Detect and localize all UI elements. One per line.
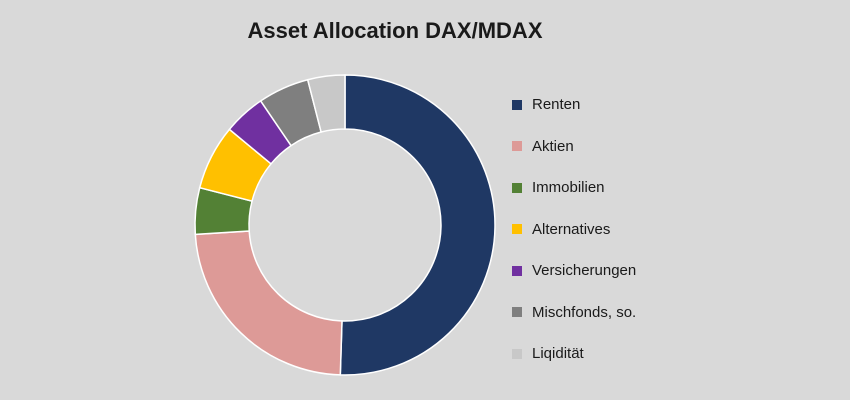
- legend-item: Mischfonds, so.: [512, 292, 636, 334]
- legend-label: Alternatives: [532, 220, 611, 238]
- donut-slice-liqidit-t: [306, 74, 346, 133]
- legend-label: Immobilien: [532, 179, 605, 197]
- donut-slice-renten: [339, 74, 496, 376]
- chart-title: Asset Allocation DAX/MDAX: [247, 18, 543, 43]
- legend-item: Liqidität: [512, 333, 636, 375]
- legend-swatch: [512, 224, 522, 235]
- chart-legend: Renten Aktien Immobilien Alternatives Versic…: [512, 84, 636, 375]
- legend-label: Renten: [532, 96, 581, 114]
- legend-swatch: [512, 182, 522, 193]
- legend-swatch: [512, 265, 522, 276]
- legend-item: Renten: [512, 84, 636, 126]
- legend-label: Versicherungen: [532, 262, 637, 280]
- legend-swatch: [512, 99, 522, 110]
- legend-item: Aktien: [512, 126, 636, 168]
- legend-swatch: [512, 141, 522, 152]
- legend-label: Mischfonds, so.: [532, 303, 637, 321]
- legend-swatch: [512, 348, 522, 359]
- legend-item: Versicherungen: [512, 250, 636, 292]
- legend-item: Alternatives: [512, 209, 636, 251]
- donut-slice-aktien: [194, 230, 343, 376]
- legend-item: Immobilien: [512, 167, 636, 209]
- legend-label: Liqidität: [532, 345, 584, 363]
- legend-label: Aktien: [532, 137, 574, 155]
- legend-swatch: [512, 307, 522, 318]
